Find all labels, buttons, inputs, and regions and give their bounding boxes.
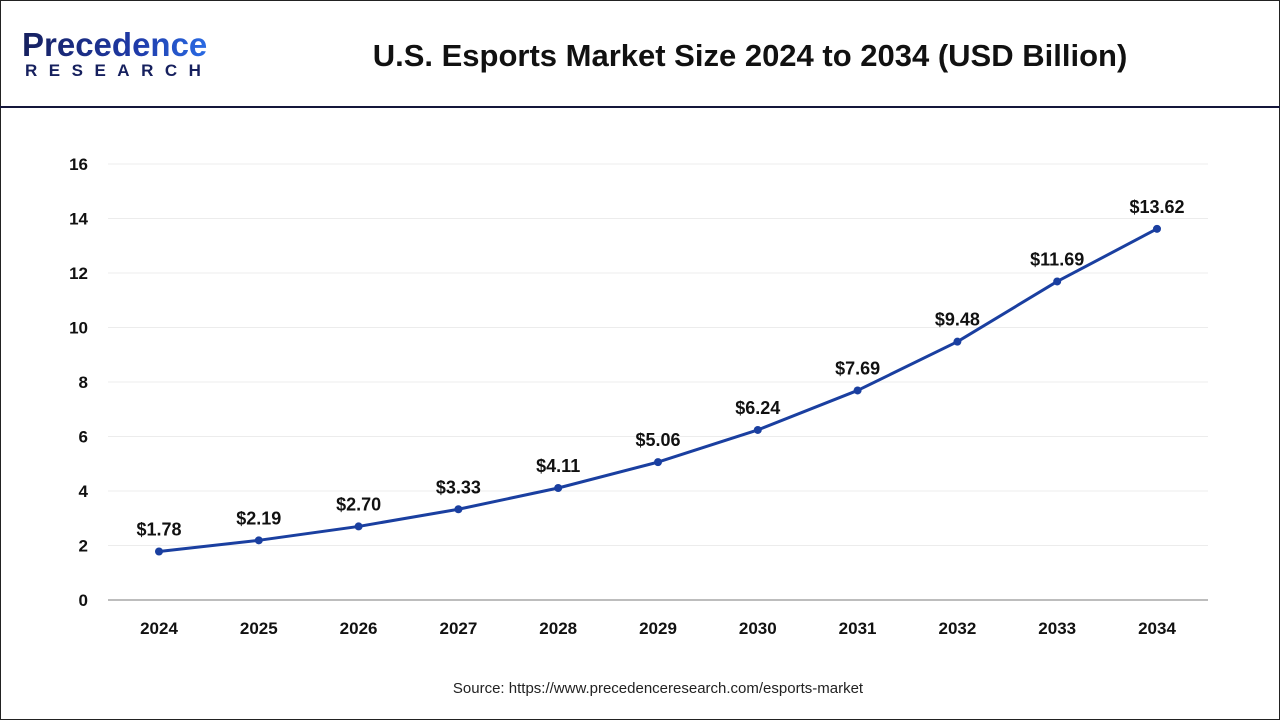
data-point <box>853 386 862 395</box>
data-label: $2.70 <box>336 494 381 514</box>
data-point <box>654 458 662 467</box>
data-label: $13.62 <box>1129 197 1184 217</box>
y-tick-label: 6 <box>79 428 88 447</box>
data-point <box>354 522 363 531</box>
precedence-research-logo: Precedence RESEARCH <box>22 28 212 80</box>
logo-wordmark: Precedence <box>22 28 212 62</box>
x-tick-label: 2026 <box>340 619 378 638</box>
logo-subtitle: RESEARCH <box>25 61 213 80</box>
x-tick-label: 2029 <box>639 619 677 638</box>
data-label: $2.19 <box>236 508 281 528</box>
y-tick-label: 8 <box>79 373 88 392</box>
data-point <box>753 425 762 434</box>
header: Precedence RESEARCH U.S. Esports Market … <box>0 0 1280 108</box>
data-label: $6.24 <box>735 398 780 418</box>
source-text: Source: https://www.precedenceresearch.c… <box>452 680 864 697</box>
y-tick-label: 14 <box>69 210 88 229</box>
x-tick-label: 2032 <box>938 619 976 638</box>
data-label: $5.06 <box>635 430 680 450</box>
data-point <box>155 547 163 556</box>
data-label: $11.69 <box>1030 249 1084 269</box>
x-tick-label: 2025 <box>240 619 278 638</box>
data-point <box>953 337 962 346</box>
data-label: $4.11 <box>536 456 580 476</box>
y-tick-label: 0 <box>79 591 88 610</box>
data-label: $3.33 <box>436 477 481 497</box>
x-tick-label: 2030 <box>739 619 777 638</box>
data-point <box>1153 224 1161 233</box>
x-tick-label: 2024 <box>140 619 178 638</box>
data-label: $1.78 <box>136 519 181 539</box>
series-line <box>158 227 1158 553</box>
data-point <box>554 484 563 493</box>
x-tick-label: 2033 <box>1038 619 1076 638</box>
y-tick-label: 12 <box>69 264 88 283</box>
x-tick-label: 2034 <box>1138 619 1176 638</box>
data-label: $7.69 <box>835 358 880 378</box>
y-tick-label: 4 <box>79 482 89 501</box>
data-label: $9.48 <box>935 310 980 330</box>
x-tick-label: 2027 <box>439 619 477 638</box>
y-tick-label: 2 <box>79 537 88 556</box>
y-tick-label: 16 <box>69 155 88 174</box>
x-tick-label: 2031 <box>839 619 877 638</box>
data-point <box>254 536 263 545</box>
data-point <box>1053 277 1062 286</box>
data-point <box>454 505 463 514</box>
chart-title: U.S. Esports Market Size 2024 to 2034 (U… <box>372 38 1128 73</box>
y-tick-label: 10 <box>69 319 88 338</box>
x-tick-label: 2028 <box>539 619 577 638</box>
